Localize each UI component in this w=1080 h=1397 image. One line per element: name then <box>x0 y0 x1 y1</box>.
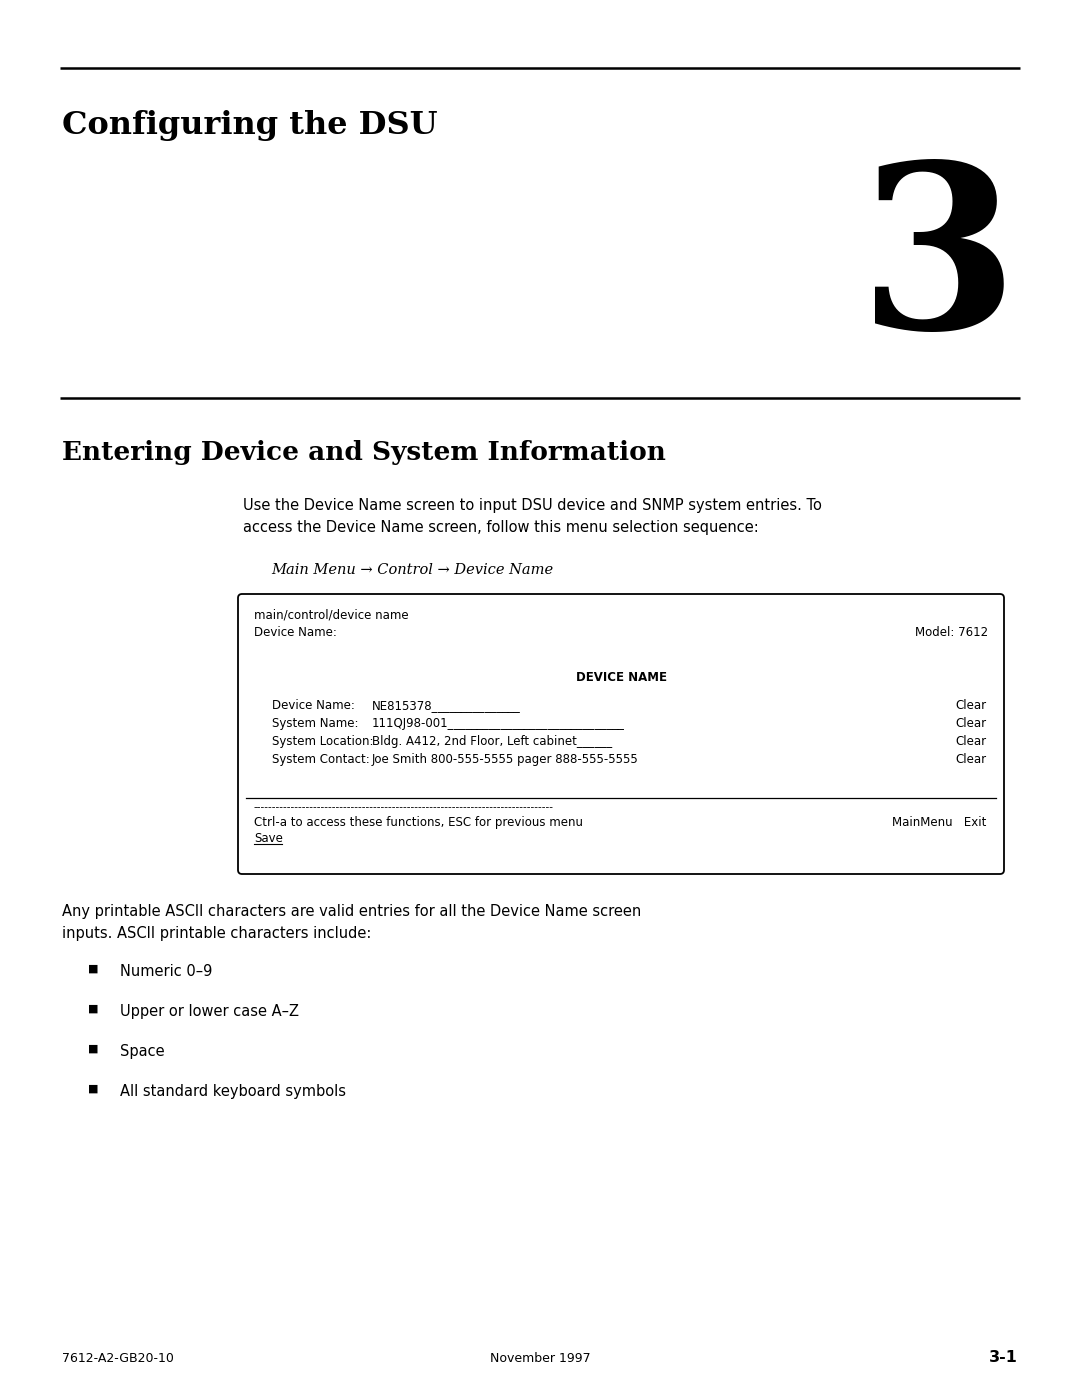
Text: Entering Device and System Information: Entering Device and System Information <box>62 440 666 465</box>
Text: Main Menu → Control → Device Name: Main Menu → Control → Device Name <box>271 563 553 577</box>
Text: 3-1: 3-1 <box>989 1350 1018 1365</box>
Text: Space: Space <box>120 1044 164 1059</box>
Text: ■: ■ <box>87 964 98 974</box>
Text: --------------------------------------------------------------------------------: ----------------------------------------… <box>254 802 554 812</box>
Text: ■: ■ <box>87 1044 98 1053</box>
Text: Configuring the DSU: Configuring the DSU <box>62 110 437 141</box>
Text: Any printable ASCII characters are valid entries for all the Device Name screen
: Any printable ASCII characters are valid… <box>62 904 642 940</box>
Text: Clear: Clear <box>955 753 986 766</box>
Text: November 1997: November 1997 <box>489 1352 591 1365</box>
Text: Joe Smith 800-555-5555 pager 888-555-5555: Joe Smith 800-555-5555 pager 888-555-555… <box>372 753 638 766</box>
FancyBboxPatch shape <box>238 594 1004 875</box>
Text: main/control/device name: main/control/device name <box>254 608 408 622</box>
Text: ■: ■ <box>87 1084 98 1094</box>
Text: System Name:: System Name: <box>272 717 359 731</box>
Text: Clear: Clear <box>955 698 986 712</box>
Text: All standard keyboard symbols: All standard keyboard symbols <box>120 1084 346 1099</box>
Text: DEVICE NAME: DEVICE NAME <box>576 671 666 685</box>
Text: Clear: Clear <box>955 735 986 747</box>
Text: 3: 3 <box>859 155 1018 377</box>
Text: ■: ■ <box>87 1004 98 1014</box>
Text: Use the Device Name screen to input DSU device and SNMP system entries. To
acces: Use the Device Name screen to input DSU … <box>243 497 822 535</box>
Text: Clear: Clear <box>955 717 986 731</box>
Text: Ctrl-a to access these functions, ESC for previous menu: Ctrl-a to access these functions, ESC fo… <box>254 816 583 828</box>
Text: 111QJ98-001______________________________: 111QJ98-001_____________________________… <box>372 717 625 731</box>
Text: Device Name:: Device Name: <box>272 698 355 712</box>
Text: Model: 7612: Model: 7612 <box>915 626 988 638</box>
Text: System Location:: System Location: <box>272 735 374 747</box>
Text: Bldg. A412, 2nd Floor, Left cabinet______: Bldg. A412, 2nd Floor, Left cabinet_____… <box>372 735 612 747</box>
Text: System Contact:: System Contact: <box>272 753 369 766</box>
Text: 7612-A2-GB20-10: 7612-A2-GB20-10 <box>62 1352 174 1365</box>
Text: Save: Save <box>254 833 283 845</box>
Text: NE815378_______________: NE815378_______________ <box>372 698 521 712</box>
Text: MainMenu   Exit: MainMenu Exit <box>892 816 986 828</box>
Text: Numeric 0–9: Numeric 0–9 <box>120 964 213 979</box>
Text: Device Name:: Device Name: <box>254 626 337 638</box>
Text: Upper or lower case A–Z: Upper or lower case A–Z <box>120 1004 299 1018</box>
